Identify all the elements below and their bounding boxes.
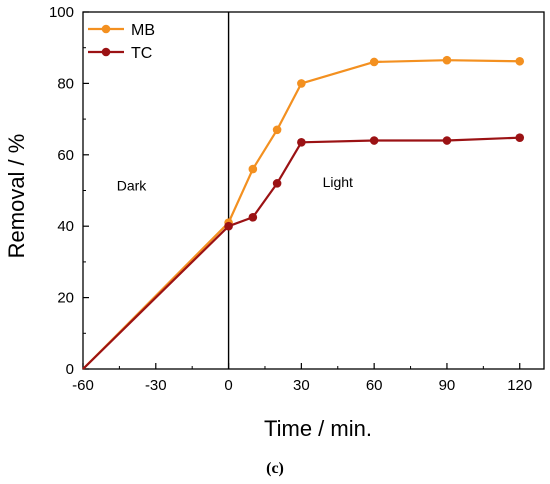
x-tick-label: 0 [224,377,232,394]
y-tick-label: 100 [49,4,74,21]
y-axis-title: Removal / % [4,134,29,259]
data-point [272,179,282,188]
data-point [515,56,525,66]
data-point [297,138,306,147]
annotation-label: Dark [117,178,148,194]
data-point [248,212,258,222]
data-point [442,55,452,65]
data-point [369,57,379,67]
data-point [442,136,452,145]
series-mb [82,55,525,370]
legend-swatch-marker [101,47,111,57]
series-tc [82,133,525,370]
y-tick-label: 40 [57,218,74,235]
annotation-label: Light [323,174,353,190]
plot-frame [82,11,545,370]
data-point [369,136,379,145]
x-tick-label: -60 [72,377,94,394]
legend-swatch-marker [101,24,111,34]
annotations: Dark Light [117,174,353,194]
x-tick-label: 90 [439,377,456,394]
y-tick-label: 80 [57,75,74,92]
x-tick-label: 30 [293,377,310,394]
y-tick-label: 20 [57,290,74,307]
legend-item-tc: TC [88,45,152,62]
series-layer [82,55,525,370]
legend: MB TC [88,22,155,62]
x-tick-label: 60 [366,377,383,394]
axes: -60 -30 0 30 60 90 120 0 20 40 60 80 100 [49,4,545,394]
figure-caption: (c) [266,460,284,477]
y-tick-label: 60 [57,147,74,164]
data-point [272,125,282,135]
series-line [82,59,520,370]
x-tick-label: -30 [145,377,167,394]
data-point [224,221,233,231]
x-axis-title: Time / min. [264,416,372,441]
legend-label: MB [131,22,155,39]
y-tick-label: 0 [66,361,74,378]
series-line [82,136,520,370]
legend-item-mb: MB [88,22,155,39]
data-point [515,133,525,142]
data-point [297,79,306,88]
data-point [248,164,258,174]
x-tick-label: 120 [507,377,532,394]
legend-label: TC [131,45,152,62]
